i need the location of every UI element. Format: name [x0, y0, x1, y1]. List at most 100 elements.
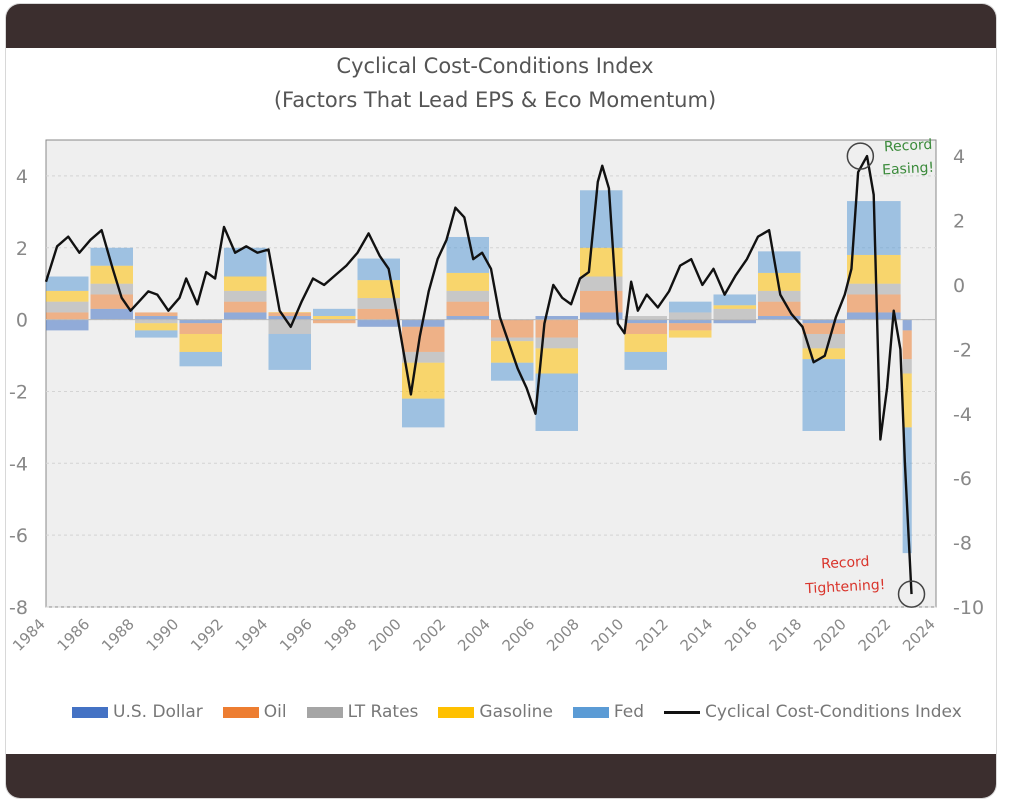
bar-oil: [268, 312, 311, 317]
bar-rates: [669, 312, 712, 320]
bar-fed: [535, 373, 578, 431]
bar-usd: [669, 319, 712, 324]
bar-usd: [357, 319, 400, 327]
y-tick-label-left: -6: [9, 525, 28, 547]
legend-label-index: Cyclical Cost-Conditions Index: [705, 702, 962, 722]
bar-oil: [902, 330, 912, 360]
bar-fed: [357, 258, 400, 281]
bar-gasoline: [268, 312, 311, 313]
legend-label-fed: Fed: [613, 702, 645, 722]
legend-swatch-usd: [72, 706, 108, 718]
x-tick-label: 1996: [276, 615, 316, 655]
x-tick-label: 2010: [588, 615, 628, 655]
x-tick-label: 2002: [410, 615, 450, 655]
y-tick-label-left: 4: [16, 166, 28, 188]
bar-fed: [491, 362, 534, 381]
bar-gasoline: [802, 348, 845, 360]
bar-fed: [313, 308, 356, 317]
x-tick-label: 2006: [499, 615, 539, 655]
x-tick-label: 1988: [98, 615, 138, 655]
bar-oil: [46, 312, 89, 320]
bar-fed: [802, 359, 845, 431]
bar-gasoline: [313, 316, 356, 320]
bar-usd: [446, 316, 489, 320]
bar-usd: [847, 312, 901, 320]
y-tick-label-right: -2: [953, 339, 972, 361]
bar-fed: [402, 398, 445, 428]
bar-oil: [624, 323, 667, 334]
bar-gasoline: [135, 323, 178, 331]
legend-swatch-index: [664, 710, 701, 714]
x-tick-label: 2024: [899, 615, 939, 655]
legend-swatch-fed: [572, 706, 609, 718]
y-tick-label-left: 2: [16, 238, 28, 260]
y-tick-label-right: 2: [953, 211, 965, 233]
bar-usd: [580, 312, 623, 320]
bar-rates: [224, 290, 267, 302]
bar-rates: [713, 308, 756, 320]
bar-rates: [535, 337, 578, 349]
x-tick-label: 1990: [143, 615, 183, 655]
legend-swatch-rates: [306, 706, 343, 718]
legend-item-rates: LT Rates: [306, 702, 418, 722]
bar-rates: [90, 283, 133, 295]
bar-fed: [268, 333, 311, 370]
bar-rates: [135, 319, 178, 324]
bar-rates: [902, 359, 912, 374]
legend-swatch-oil: [222, 706, 259, 718]
chart-legend: U.S. Dollar Oil LT Rates Gasoline Fed Cy…: [72, 700, 962, 724]
x-tick-label: 1986: [54, 615, 94, 655]
bar-rates: [624, 316, 667, 320]
y-tick-label-left: -2: [9, 381, 28, 403]
y-tick-label-right: -8: [953, 533, 972, 555]
bar-oil: [135, 312, 178, 317]
bar-usd: [713, 319, 756, 324]
bar-rates: [758, 290, 801, 302]
footer-band: [6, 754, 996, 798]
bar-fed: [580, 190, 623, 248]
chart-subtitle: (Factors That Lead EPS & Eco Momentum): [273, 88, 717, 112]
x-tick-label: 2014: [677, 615, 717, 655]
bar-rates: [580, 276, 623, 291]
bar-fed: [179, 351, 222, 367]
legend-swatch-gasoline: [438, 706, 475, 718]
bar-gasoline: [902, 373, 912, 428]
bar-oil: [491, 319, 534, 338]
legend-item-fed: Fed: [572, 702, 645, 722]
y-tick-label-left: -4: [9, 453, 28, 475]
x-tick-label: 1984: [9, 615, 49, 655]
bar-usd: [135, 316, 178, 320]
legend-label-usd: U.S. Dollar: [113, 702, 203, 722]
y-tick-label-right: -10: [953, 597, 984, 619]
bar-fed: [713, 294, 756, 306]
bar-fed: [46, 276, 89, 291]
legend-item-gasoline: Gasoline: [438, 702, 553, 722]
bar-usd: [224, 312, 267, 320]
bar-gasoline: [179, 333, 222, 352]
annotation-easing-line1: Record: [884, 137, 933, 156]
bar-usd: [90, 308, 133, 320]
x-tick-label: 1992: [187, 615, 227, 655]
x-tick-label: 2020: [810, 615, 850, 655]
bar-usd: [902, 319, 912, 331]
legend-label-gasoline: Gasoline: [479, 702, 553, 722]
bar-usd: [46, 319, 89, 331]
bar-rates: [802, 333, 845, 349]
bar-usd: [802, 319, 845, 324]
bar-gasoline: [357, 280, 400, 299]
bar-gasoline: [90, 265, 133, 284]
bar-oil: [357, 308, 400, 320]
bar-oil: [402, 326, 445, 352]
legend-label-oil: Oil: [263, 702, 287, 722]
x-tick-label: 1998: [321, 615, 361, 655]
bar-gasoline: [446, 272, 489, 291]
bar-oil: [313, 319, 356, 324]
bar-gasoline: [46, 290, 89, 302]
bar-fed: [624, 351, 667, 370]
bar-rates: [357, 298, 400, 309]
bar-fed: [758, 251, 801, 273]
bar-fed: [90, 247, 133, 266]
bar-oil: [758, 301, 801, 317]
bar-usd: [268, 316, 311, 320]
